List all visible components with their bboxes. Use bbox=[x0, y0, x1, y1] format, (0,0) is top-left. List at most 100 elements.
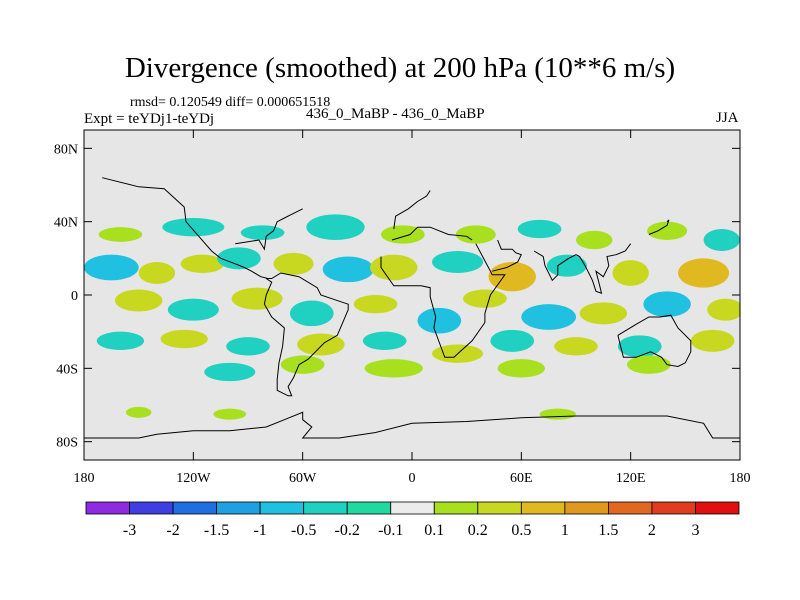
contour-blob-39 bbox=[490, 329, 535, 352]
colorbar-label-4: -0.5 bbox=[291, 522, 316, 539]
contour-blob-11 bbox=[138, 262, 176, 284]
contour-blob-34 bbox=[160, 329, 208, 349]
contour-blob-21 bbox=[678, 258, 730, 288]
contour-blob-35 bbox=[226, 337, 270, 356]
contour-blob-32 bbox=[707, 298, 740, 321]
contour-blob-40 bbox=[554, 337, 598, 356]
contour-blob-28 bbox=[463, 289, 507, 308]
coastline-9 bbox=[102, 177, 222, 259]
colorbar-swatch-2 bbox=[172, 501, 217, 515]
colorbar-swatch-7 bbox=[390, 501, 435, 515]
colorbar-swatch-11 bbox=[564, 501, 609, 515]
coastline-0 bbox=[391, 226, 473, 241]
contour-blob-25 bbox=[289, 300, 334, 327]
coastline-3 bbox=[220, 257, 269, 279]
y-tick-label-3: 40S bbox=[56, 362, 78, 377]
axis-ticks: 180 120W 60W 0 60E 120E 180 80N 40N 0 40S 80S bbox=[54, 130, 751, 486]
contour-blob-20 bbox=[612, 260, 649, 286]
contour-blob-0 bbox=[98, 227, 143, 242]
contour-blob-7 bbox=[576, 230, 613, 250]
colorbar: -3 -2 -1.5 -1 -0.5 -0.2 -0.1 0.1 0.2 0.5 1 1.5 2 3 bbox=[85, 501, 740, 539]
colorbar-label-7: 0.1 bbox=[424, 522, 444, 539]
contour-blob-26 bbox=[353, 295, 398, 314]
contour-blob-10 bbox=[84, 254, 139, 281]
plot-background bbox=[84, 130, 740, 460]
colorbar-label-2: -1.5 bbox=[204, 522, 229, 539]
colorbar-label-9: 0.5 bbox=[511, 522, 531, 539]
coastline-10 bbox=[235, 208, 303, 251]
contour-blob-1 bbox=[162, 218, 225, 237]
colorbar-label-10: 1 bbox=[561, 522, 569, 539]
contour-blob-12 bbox=[180, 254, 225, 273]
contour-blob-13 bbox=[217, 247, 261, 270]
coastline-2 bbox=[263, 272, 349, 397]
colorbar-swatch-10 bbox=[520, 501, 566, 515]
colorbar-swatch-1 bbox=[129, 501, 174, 515]
contour-blob-44 bbox=[280, 355, 325, 374]
coastline-6 bbox=[617, 314, 692, 368]
contour-fill-layer bbox=[84, 214, 740, 420]
contour-blob-6 bbox=[517, 219, 562, 239]
colorbar-swatch-9 bbox=[477, 501, 522, 515]
coastline-8 bbox=[84, 411, 740, 439]
colorbar-label-8: 0.2 bbox=[468, 522, 488, 539]
y-tick-label-0: 80N bbox=[54, 142, 78, 157]
x-tick-label-4: 60E bbox=[510, 471, 533, 486]
x-tick-label-2: 60W bbox=[289, 471, 317, 486]
experiment-line: Expt = teYDj1-teYDj bbox=[84, 111, 215, 127]
y-tick-label-2: 0 bbox=[71, 289, 78, 304]
contour-blob-24 bbox=[231, 287, 283, 310]
colorbar-label-13: 3 bbox=[691, 522, 699, 539]
colorbar-label-0: -3 bbox=[123, 522, 136, 539]
contour-blob-30 bbox=[579, 302, 628, 325]
contour-blob-16 bbox=[370, 254, 418, 281]
contour-blob-48 bbox=[213, 408, 247, 420]
colorbar-swatch-6 bbox=[346, 501, 392, 515]
contour-blob-14 bbox=[273, 252, 314, 275]
x-tick-label-1: 120W bbox=[176, 471, 211, 486]
contour-blob-43 bbox=[204, 362, 256, 382]
contour-blob-8 bbox=[647, 221, 688, 240]
contour-blob-19 bbox=[546, 254, 587, 277]
contour-blob-36 bbox=[297, 333, 345, 356]
colorbar-swatch-5 bbox=[303, 501, 348, 515]
x-tick-label-0: 180 bbox=[74, 471, 95, 486]
coastline-11 bbox=[393, 190, 431, 230]
contour-blob-50 bbox=[539, 408, 576, 420]
coastline-7 bbox=[648, 219, 670, 235]
colorbar-swatch-12 bbox=[608, 501, 653, 515]
contour-blob-2 bbox=[240, 225, 285, 241]
contour-blob-47 bbox=[627, 355, 671, 374]
contour-blob-17 bbox=[432, 251, 484, 273]
center-label: 436_0_MaBP - 436_0_MaBP bbox=[306, 106, 485, 122]
x-tick-label-6: 180 bbox=[730, 471, 751, 486]
colorbar-swatch-8 bbox=[433, 501, 479, 515]
colorbar-swatch-4 bbox=[259, 501, 305, 515]
coastline-4 bbox=[492, 239, 522, 272]
contour-blob-3 bbox=[306, 214, 365, 241]
contour-blob-9 bbox=[703, 229, 740, 251]
contour-blob-5 bbox=[455, 225, 496, 244]
stats-line: rmsd= 0.120549 diff= 0.000651518 bbox=[130, 95, 331, 110]
colorbar-swatch-3 bbox=[216, 501, 261, 515]
coastline-1 bbox=[380, 243, 506, 358]
contour-blob-23 bbox=[167, 298, 219, 321]
colorbar-label-3: -1 bbox=[253, 522, 266, 539]
contour-blob-15 bbox=[322, 256, 374, 283]
colorbar-label-11: 1.5 bbox=[598, 522, 618, 539]
season-label: JJA bbox=[716, 110, 739, 126]
contour-blob-37 bbox=[362, 331, 407, 351]
colorbar-label-5: -0.2 bbox=[335, 522, 360, 539]
contour-blob-33 bbox=[96, 331, 145, 351]
contour-blob-29 bbox=[521, 304, 577, 330]
contour-blob-31 bbox=[643, 291, 691, 317]
contour-blob-27 bbox=[417, 307, 462, 334]
coastline-layer bbox=[84, 177, 740, 439]
contour-blob-42 bbox=[690, 329, 735, 352]
contour-blob-22 bbox=[114, 289, 163, 312]
colorbar-swatch-13 bbox=[651, 501, 696, 515]
y-tick-label-4: 80S bbox=[56, 436, 78, 451]
colorbar-label-6: -0.1 bbox=[378, 522, 403, 539]
coastline-5 bbox=[533, 243, 632, 294]
